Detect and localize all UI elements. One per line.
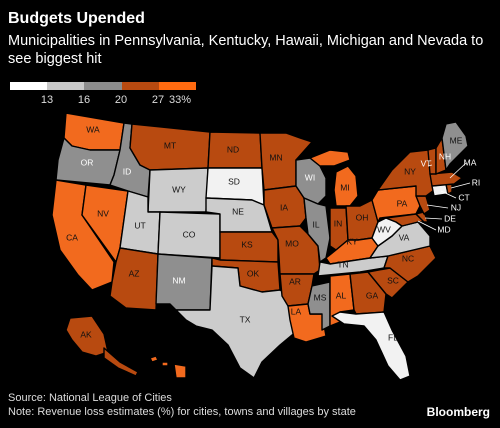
state-label-pa: PA [397, 198, 408, 208]
legend: 13 16 20 27 33% [10, 82, 197, 108]
state-label-nm: NM [172, 275, 185, 285]
state-labels: WA OR CA NV ID MT WY UT AZ CO NM ND SD N… [66, 124, 480, 342]
legend-swatch-3 [84, 82, 122, 90]
legend-tick: 20 [114, 94, 128, 106]
state-me [441, 121, 469, 171]
state-label-sd: SD [228, 176, 240, 186]
state-label-ky: KY [346, 236, 358, 246]
legend-tick: 33% [168, 94, 192, 106]
state-label-al: AL [336, 290, 347, 300]
state-label-wi: WI [305, 172, 315, 182]
legend-tick: 16 [77, 94, 91, 106]
state-label-mo: MO [285, 238, 299, 248]
state-label-wa: WA [86, 124, 100, 134]
state-label-ca: CA [66, 232, 78, 242]
legend-swatch-5 [158, 82, 197, 90]
state-hi [149, 355, 159, 363]
state-label-nc: NC [402, 253, 414, 263]
state-mi-upper [309, 149, 351, 167]
legend-swatch-4 [121, 82, 159, 90]
legend-tick: 27 [151, 94, 165, 106]
state-label-fl: FL [388, 332, 398, 342]
state-label-vt: VT [421, 158, 432, 168]
state-label-ia: IA [280, 202, 288, 212]
legend-tick: 13 [40, 94, 54, 106]
state-label-ct: CT [458, 192, 469, 202]
state-label-ak: AK [80, 329, 92, 339]
state-label-il: IL [312, 219, 319, 229]
footnote: Note: Revenue loss estimates (%) for cit… [8, 406, 356, 418]
state-label-co: CO [183, 229, 196, 239]
state-label-ga: GA [366, 290, 379, 300]
state-label-ks: KS [241, 239, 253, 249]
chart-subtitle: Municipalities in Pennsylvania, Kentucky… [8, 33, 484, 67]
state-label-oh: OH [356, 212, 369, 222]
bloomberg-logo: Bloomberg [426, 405, 490, 419]
legend-swatch-2 [47, 82, 85, 90]
state-label-tx: TX [240, 314, 251, 324]
state-label-tn: TN [337, 259, 348, 269]
state-tx [175, 265, 299, 379]
state-ma [429, 171, 463, 187]
legend-ticks: 13 16 20 27 33% [10, 94, 196, 108]
state-label-ny: NY [404, 166, 416, 176]
state-de [415, 211, 429, 223]
state-mi [333, 165, 359, 207]
state-label-ma: MA [464, 157, 477, 167]
chart-title: Budgets Upended [8, 10, 145, 27]
state-label-nh: NH [439, 151, 451, 161]
state-label-sc: SC [387, 275, 399, 285]
source-note: Source: National League of Cities [8, 392, 172, 404]
state-ak [65, 315, 109, 357]
state-label-va: VA [399, 232, 410, 242]
state-il [303, 197, 331, 263]
state-label-wy: WY [172, 184, 186, 194]
state-label-me: ME [450, 135, 463, 145]
state-label-la: LA [291, 306, 302, 316]
state-label-or: OR [81, 157, 94, 167]
state-label-ne: NE [232, 206, 244, 216]
state-label-ut: UT [134, 220, 145, 230]
state-ak-tail [103, 347, 139, 377]
state-label-wv: WV [377, 224, 391, 234]
state-label-ms: MS [314, 292, 327, 302]
state-fl [331, 311, 411, 381]
state-label-az: AZ [129, 268, 140, 278]
state-label-ok: OK [247, 268, 260, 278]
state-label-ri: RI [472, 177, 481, 187]
state-label-nj: NJ [451, 202, 461, 212]
state-hi-islands [161, 361, 169, 367]
legend-swatch-1 [10, 82, 48, 90]
state-label-mn: MN [269, 152, 282, 162]
state-label-nd: ND [227, 144, 239, 154]
label-leader-lines [417, 162, 471, 231]
state-label-in: IN [334, 218, 343, 228]
state-label-de: DE [444, 213, 456, 223]
state-label-mi: MI [340, 182, 349, 192]
state-label-mt: MT [164, 140, 176, 150]
state-hi-big-island [173, 363, 187, 379]
legend-color-bar [10, 82, 197, 90]
state-az [109, 247, 159, 311]
state-label-md: MD [437, 224, 450, 234]
state-label-nv: NV [97, 208, 109, 218]
state-label-id: ID [123, 166, 132, 176]
state-label-ar: AR [289, 276, 301, 286]
